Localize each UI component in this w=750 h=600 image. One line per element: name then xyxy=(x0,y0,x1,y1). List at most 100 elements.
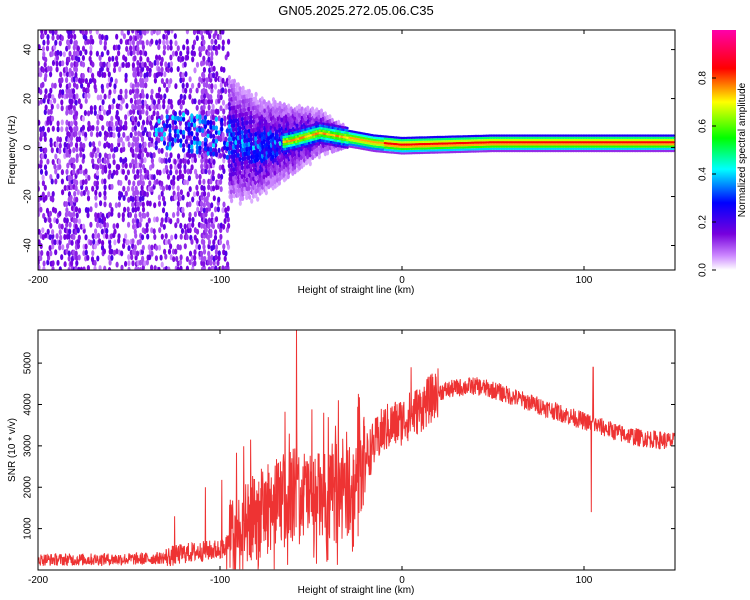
spectrogram-cell xyxy=(216,108,220,115)
spectrogram-cell xyxy=(180,228,185,234)
spectrogram-cell xyxy=(77,168,81,175)
spectrogram-cell xyxy=(65,201,69,208)
spectrogram-cell xyxy=(86,207,90,214)
spectrogram-cell xyxy=(198,145,202,151)
spectrogram-cell xyxy=(157,118,161,124)
spectrogram-cell xyxy=(69,140,73,147)
spectrogram-cell xyxy=(197,99,201,106)
spectrogram-cell xyxy=(127,266,131,270)
spectrogram-cell xyxy=(185,179,190,186)
spectrogram-cell xyxy=(271,180,275,186)
spectrogram-cell xyxy=(179,158,183,165)
spectrogram-cell xyxy=(86,212,90,219)
spectrogram-cell xyxy=(140,124,144,131)
spectrogram-cell xyxy=(232,109,236,115)
spectrogram-cell xyxy=(176,185,180,192)
spectrogram-cell xyxy=(99,39,103,46)
spectrogram-cell xyxy=(68,67,72,74)
spectrogram-cell xyxy=(249,123,253,129)
spectrogram-cell xyxy=(139,92,143,99)
spectrogram-cell xyxy=(249,119,253,125)
spectrogram-cell xyxy=(58,229,62,236)
spectrogram-cell xyxy=(183,158,187,165)
spectrogram-cell xyxy=(200,255,205,262)
spectrogram-cell xyxy=(234,161,238,168)
spectrogram-cell xyxy=(134,158,138,165)
spectrogram-cell xyxy=(150,244,154,251)
spectrogram-cell xyxy=(112,98,116,105)
spectrogram-cell xyxy=(167,248,172,255)
spectrogram-cell xyxy=(95,222,100,229)
spectrogram-cell xyxy=(64,66,69,73)
spectrogram-cell xyxy=(321,116,325,122)
spectrogram-cell xyxy=(326,145,330,151)
spectrogram-cell xyxy=(315,111,319,117)
spectrogram-cell xyxy=(193,98,197,105)
spectrogram-cell xyxy=(160,261,164,268)
spectrogram-cell xyxy=(210,51,214,57)
spectrogram-cell xyxy=(60,254,64,261)
spectrogram-cell xyxy=(200,200,204,207)
spectrogram-cell xyxy=(39,88,43,95)
spectrogram-cell xyxy=(217,250,221,257)
spectrogram-cell xyxy=(250,198,254,204)
spectrogram-cell xyxy=(190,144,194,150)
spectrogram-cell xyxy=(293,169,297,175)
spectrogram-cell xyxy=(198,140,202,146)
spectrogram-cell xyxy=(205,158,209,165)
spectrogram-cell xyxy=(241,182,245,188)
spectrogram-cell xyxy=(156,110,160,117)
spectrogram-cell xyxy=(255,156,260,163)
spectrogram-cell xyxy=(287,107,291,113)
spectrogram-cell xyxy=(154,131,158,137)
spectrogram-cell xyxy=(54,178,58,185)
spectrogram-cell xyxy=(103,164,108,171)
spectrogram-cell xyxy=(109,131,114,138)
spectrogram-cell xyxy=(172,212,176,218)
spectrogram-cell xyxy=(110,121,114,128)
spectrogram-cell xyxy=(128,211,132,218)
spectrogram-cell xyxy=(186,158,190,165)
spectrogram-cell xyxy=(192,118,197,124)
spectrogram-cell xyxy=(124,233,128,240)
spectrogram-cell xyxy=(238,112,242,118)
spectrogram-cell xyxy=(44,88,48,95)
spectrogram-cell xyxy=(160,131,164,137)
spectrogram-cell xyxy=(190,122,194,128)
spectrogram-cell xyxy=(112,249,116,256)
spectrogram-cell xyxy=(271,105,275,112)
spectrogram-cell xyxy=(69,126,73,133)
spectrogram-cell xyxy=(99,200,103,207)
spectrogram-cell xyxy=(61,60,65,67)
spectrogram-cell xyxy=(326,150,330,156)
spectrogram-cell xyxy=(179,116,183,122)
spectrogram-cell xyxy=(672,134,675,137)
spectrogram-cell xyxy=(219,186,223,193)
spectrogram-cell xyxy=(211,265,215,270)
spectrogram-cell xyxy=(72,105,76,111)
spectrogram-cell xyxy=(152,174,156,181)
spectrogram-cell xyxy=(293,160,297,166)
spectrogram-cell xyxy=(214,244,219,251)
spectrogram-cell xyxy=(234,117,238,123)
spectrogram-cell xyxy=(115,261,119,268)
spectrogram-cell xyxy=(115,169,119,176)
spectrogram-cell xyxy=(124,174,128,181)
spectrogram-cell xyxy=(58,148,62,155)
spectrogram-cell xyxy=(43,153,48,160)
spectrogram-cell xyxy=(192,39,197,46)
spectrogram-cell xyxy=(217,255,221,262)
spectrogram-cell xyxy=(108,104,112,111)
spectrogram-cell xyxy=(214,30,218,36)
spectrogram-cell xyxy=(143,61,147,68)
spectrogram-cell xyxy=(202,207,206,214)
spectrogram-cell xyxy=(103,40,107,47)
spectrogram-cell xyxy=(101,164,105,171)
spectrogram-cell xyxy=(278,149,282,155)
spectrogram-cell xyxy=(223,140,227,146)
spectrogram-cell xyxy=(209,94,213,101)
spectrogram-cell xyxy=(72,50,77,57)
spectrogram-cell xyxy=(75,110,79,117)
spectrogram-cell xyxy=(120,250,124,257)
spectrogram-cell xyxy=(346,146,349,149)
